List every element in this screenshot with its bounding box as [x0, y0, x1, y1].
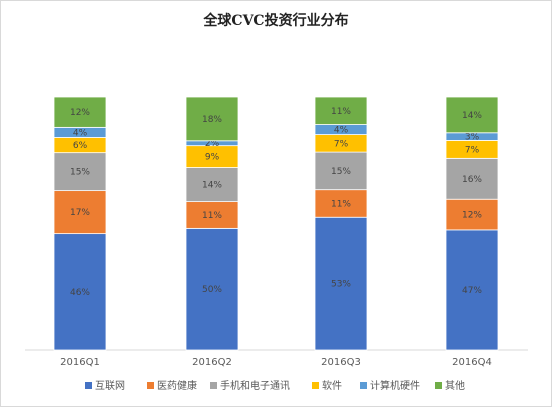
data-label: 15% [331, 167, 351, 177]
x-tick-label: 2016Q3 [321, 357, 361, 368]
data-label: 7% [465, 145, 480, 155]
bar-segment [445, 157, 499, 200]
legend-item[interactable]: 计算机硬件 [360, 379, 420, 392]
legend-label: 其他 [445, 379, 465, 392]
bars-group: 46% 17% 15% 6% 4% 12% 50% 11% 14% 9% 2% 18% 53% 11% 15… [53, 96, 499, 351]
data-label: 3% [465, 133, 480, 143]
data-label: 12% [462, 211, 482, 221]
data-label: 6% [73, 141, 88, 151]
legend-label: 计算机硬件 [370, 379, 420, 392]
legend-swatch [312, 382, 319, 389]
data-label: 15% [70, 168, 90, 178]
data-label: 14% [202, 181, 222, 191]
data-label: 7% [334, 139, 349, 149]
data-label: 16% [462, 175, 482, 185]
bar-segment [314, 216, 368, 351]
bar-segment [185, 167, 239, 203]
legend-swatch [147, 382, 154, 389]
bar-segment [185, 227, 239, 351]
bar-segment [185, 96, 239, 142]
legend-label: 手机和电子通讯 [220, 379, 290, 392]
data-label: 46% [70, 288, 90, 298]
data-label: 14% [462, 111, 482, 121]
bar-segment [314, 151, 368, 191]
bar-segment [53, 190, 107, 235]
bar-segment [314, 96, 368, 125]
data-label: 50% [202, 285, 222, 295]
x-tick-label: 2016Q2 [192, 357, 232, 368]
legend-swatch [435, 382, 442, 389]
legend-label: 医药健康 [157, 379, 197, 392]
bar-segment [53, 152, 107, 192]
bar-segment [185, 201, 239, 229]
legend-item[interactable]: 手机和电子通讯 [210, 379, 290, 392]
legend-swatch [210, 382, 217, 389]
x-tick-labels: 2016Q1 2016Q2 2016Q3 2016Q4 [60, 357, 492, 368]
data-label: 12% [70, 108, 90, 118]
data-label: 2% [205, 139, 220, 149]
legend-swatch [360, 382, 367, 389]
data-label: 18% [202, 115, 222, 125]
data-label: 47% [462, 286, 482, 296]
x-tick-label: 2016Q4 [452, 357, 492, 368]
legend-label: 软件 [322, 379, 342, 392]
data-label: 53% [331, 280, 351, 290]
data-label: 11% [331, 199, 351, 209]
bar-segment [314, 189, 368, 218]
legend-item[interactable]: 医药健康 [147, 379, 197, 392]
x-tick-label: 2016Q1 [60, 357, 100, 368]
data-label: 4% [334, 126, 349, 136]
bar-segment [445, 229, 499, 351]
chart-title: 全球CVC投资行业分布 [203, 13, 349, 29]
bar-segment [445, 198, 499, 231]
legend-item[interactable]: 软件 [312, 379, 342, 392]
bar-segment [53, 96, 107, 128]
data-label: 9% [205, 153, 220, 163]
data-label: 11% [331, 107, 351, 117]
legend-item[interactable]: 互联网 [85, 380, 125, 392]
data-label: 11% [202, 211, 222, 221]
legend-swatch [85, 382, 92, 389]
bar-segment [53, 233, 107, 351]
data-label: 4% [73, 128, 88, 138]
legend[interactable]: 互联网 医药健康 手机和电子通讯 软件 计算机硬件 其他 [85, 379, 465, 392]
legend-label: 互联网 [95, 380, 125, 392]
data-label: 17% [70, 208, 90, 218]
legend-item[interactable]: 其他 [435, 379, 465, 392]
bar-segment [445, 96, 499, 134]
